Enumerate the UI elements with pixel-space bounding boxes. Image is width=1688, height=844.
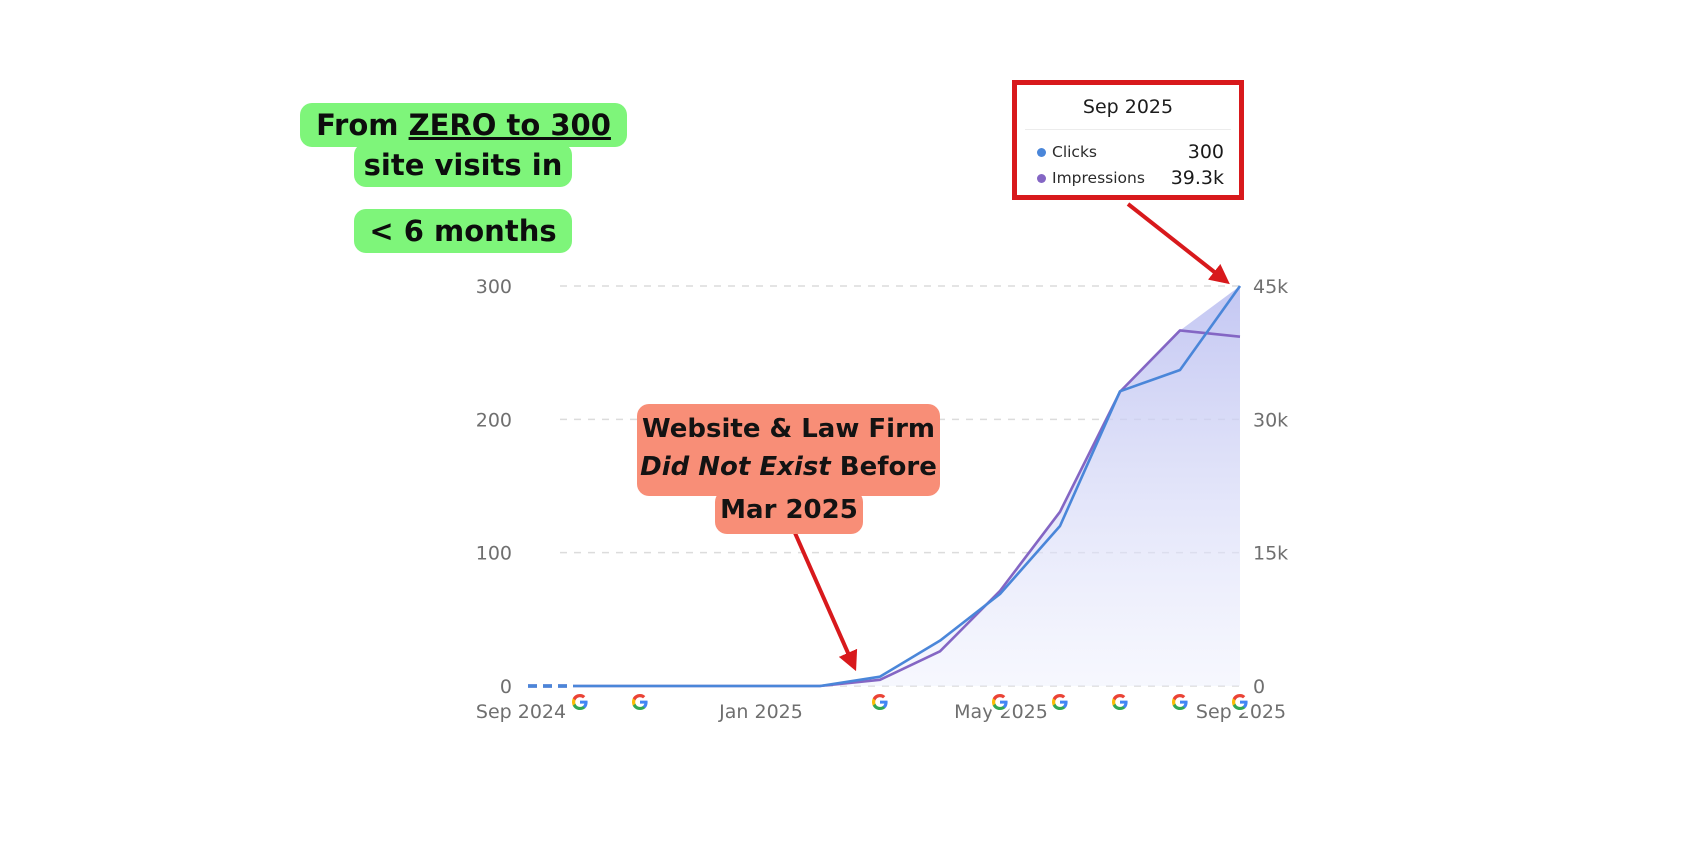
- headline-line-3: < 6 months: [354, 209, 572, 253]
- google-update-icon[interactable]: [568, 690, 592, 714]
- tooltip-title: Sep 2025: [1082, 96, 1174, 118]
- google-update-icon[interactable]: [1168, 690, 1192, 714]
- clicks-legend-dot-icon: [1037, 147, 1046, 157]
- annotation-emphasis: Did Not Exist: [640, 452, 831, 482]
- impressions-legend-dot-icon: [1037, 173, 1046, 183]
- google-update-icon[interactable]: [1228, 690, 1252, 714]
- headline-line-1: From ZERO to 300: [300, 103, 627, 147]
- tooltip-label: Impressions: [1052, 169, 1145, 187]
- x-tick: Sep 2024: [476, 701, 566, 723]
- google-update-icon[interactable]: [1048, 690, 1072, 714]
- y-tick-left: 0: [500, 676, 512, 698]
- google-update-icon[interactable]: [988, 690, 1012, 714]
- tooltip-row-clicks: Clicks 300: [1037, 140, 1224, 164]
- y-axis-right: 0 15k 30k 45k: [1253, 276, 1288, 698]
- y-tick-right: 30k: [1253, 409, 1288, 431]
- tooltip-row-impressions: Impressions 39.3k: [1037, 166, 1224, 190]
- y-tick-left: 100: [476, 543, 512, 565]
- annotation-arrow: [793, 532, 858, 672]
- clicks-line: [573, 285, 1242, 688]
- tooltip-value: 39.3k: [1170, 167, 1224, 189]
- y-tick-left: 200: [476, 409, 512, 431]
- tooltip-arrow: [1126, 202, 1230, 285]
- tooltip-value: 300: [1187, 141, 1224, 163]
- y-tick-right: 15k: [1253, 543, 1288, 565]
- data-tooltip: Sep 2025 Clicks 300 Impressions 39.3k: [1012, 80, 1244, 200]
- annotation-lines-1-2: Website & Law Firm Did Not Exist Before: [637, 404, 940, 496]
- y-tick-right: 45k: [1253, 276, 1288, 298]
- x-tick: Jan 2025: [718, 701, 803, 723]
- y-tick-left: 300: [476, 276, 512, 298]
- google-update-icon[interactable]: [628, 690, 652, 714]
- google-update-icon[interactable]: [1108, 690, 1132, 714]
- tooltip-label: Clicks: [1052, 143, 1098, 161]
- y-tick-right: 0: [1253, 676, 1265, 698]
- google-update-icon[interactable]: [868, 690, 892, 714]
- headline-line-2: site visits in: [354, 143, 572, 187]
- headline-emphasis: ZERO to 300: [408, 108, 611, 142]
- y-axis-left: 0 100 200 300: [476, 276, 512, 698]
- annotation-callout: Website & Law Firm Did Not Exist Before …: [637, 404, 940, 534]
- headline-callout: From ZERO to 300 site visits in < 6 mont…: [300, 103, 627, 257]
- annotation-line-3: Mar 2025: [715, 490, 863, 534]
- series-lines: [528, 285, 1242, 688]
- tooltip-divider: [1025, 129, 1231, 130]
